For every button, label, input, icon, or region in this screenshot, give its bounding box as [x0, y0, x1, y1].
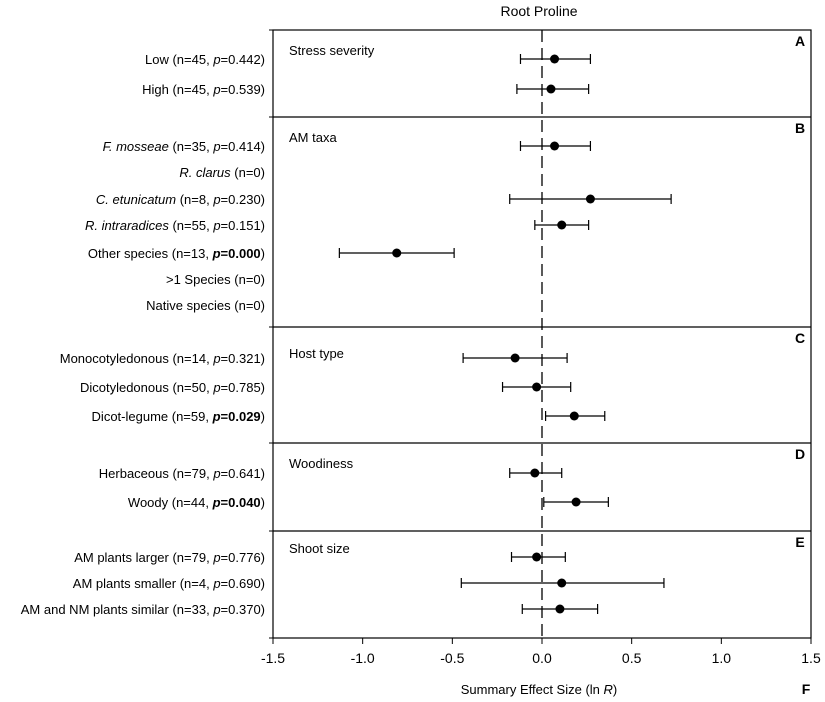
panel-c: C Host type Monocotyledonous (n=14, p=0.32…: [60, 330, 805, 424]
row-label: Herbaceous (n=79, p=0.641): [99, 466, 265, 481]
panel-e: E Shoot size AM plants larger (n=79, p=0.7…: [21, 534, 805, 617]
panel-title: AM taxa: [289, 130, 337, 145]
x-tick-label: 1.5: [801, 650, 821, 666]
effect-point: [510, 353, 520, 363]
panel-title: Host type: [289, 346, 344, 361]
panel-letter-c: C: [795, 330, 805, 346]
row-label: Other species (n=13, p=0.000): [88, 246, 265, 261]
row-label: >1 Species (n=0): [166, 272, 265, 287]
row-label: Monocotyledonous (n=14, p=0.321): [60, 351, 265, 366]
panel-title: Stress severity: [289, 43, 375, 58]
row-label: C. etunicatum (n=8, p=0.230): [96, 192, 265, 207]
chart-title: Root Proline: [500, 3, 577, 19]
row-label: Dicot-legume (n=59, p=0.029): [92, 409, 265, 424]
effect-point: [557, 578, 567, 588]
effect-point: [532, 552, 542, 562]
effect-point: [555, 604, 565, 614]
row-label: R. intraradices (n=55, p=0.151): [85, 218, 265, 233]
panel-letter-a: A: [795, 33, 805, 49]
row-label: AM plants smaller (n=4, p=0.690): [73, 576, 265, 591]
panel-a: A Stress severity Low (n=45, p=0.442) High …: [142, 33, 805, 97]
panel-letter-f: F: [802, 681, 811, 697]
x-tick-label: -1.0: [351, 650, 375, 666]
row-label: High (n=45, p=0.539): [142, 82, 265, 97]
x-tick-label: -0.5: [440, 650, 464, 666]
x-tick-label: 0.0: [532, 650, 552, 666]
panel-letter-e: E: [795, 534, 804, 550]
effect-point: [571, 497, 581, 507]
row-label: Low (n=45, p=0.442): [145, 52, 265, 67]
x-tick-label: 0.5: [622, 650, 642, 666]
row-label: F. mosseae (n=35, p=0.414): [103, 139, 265, 154]
row-label: Dicotyledonous (n=50, p=0.785): [80, 380, 265, 395]
effect-point: [532, 382, 542, 392]
effect-point: [546, 84, 556, 94]
panel-title: Shoot size: [289, 541, 350, 556]
effect-point: [550, 54, 560, 64]
row-label: Native species (n=0): [146, 298, 265, 313]
row-label: R. clarus (n=0): [179, 165, 265, 180]
panel-letter-b: B: [795, 120, 805, 136]
effect-point: [585, 194, 595, 204]
row-label: Woody (n=44, p=0.040): [128, 495, 265, 510]
panel-d: D Woodiness Herbaceous (n=79, p=0.641) Wood…: [99, 446, 805, 510]
row-label: AM plants larger (n=79, p=0.776): [74, 550, 265, 565]
row-label: AM and NM plants similar (n=33, p=0.370): [21, 602, 265, 617]
effect-point: [569, 411, 579, 421]
effect-point: [550, 141, 560, 151]
panel-title: Woodiness: [289, 456, 354, 471]
panel-b: B AM taxa F. mosseae (n=35, p=0.414) R. cla…: [85, 120, 805, 313]
x-tick-label: 1.0: [712, 650, 732, 666]
effect-point: [530, 468, 540, 478]
effect-point: [557, 220, 567, 230]
effect-point: [392, 248, 402, 258]
x-axis-label: Summary Effect Size (ln R): [461, 682, 618, 697]
x-tick-label: -1.5: [261, 650, 285, 666]
panel-letter-d: D: [795, 446, 805, 462]
